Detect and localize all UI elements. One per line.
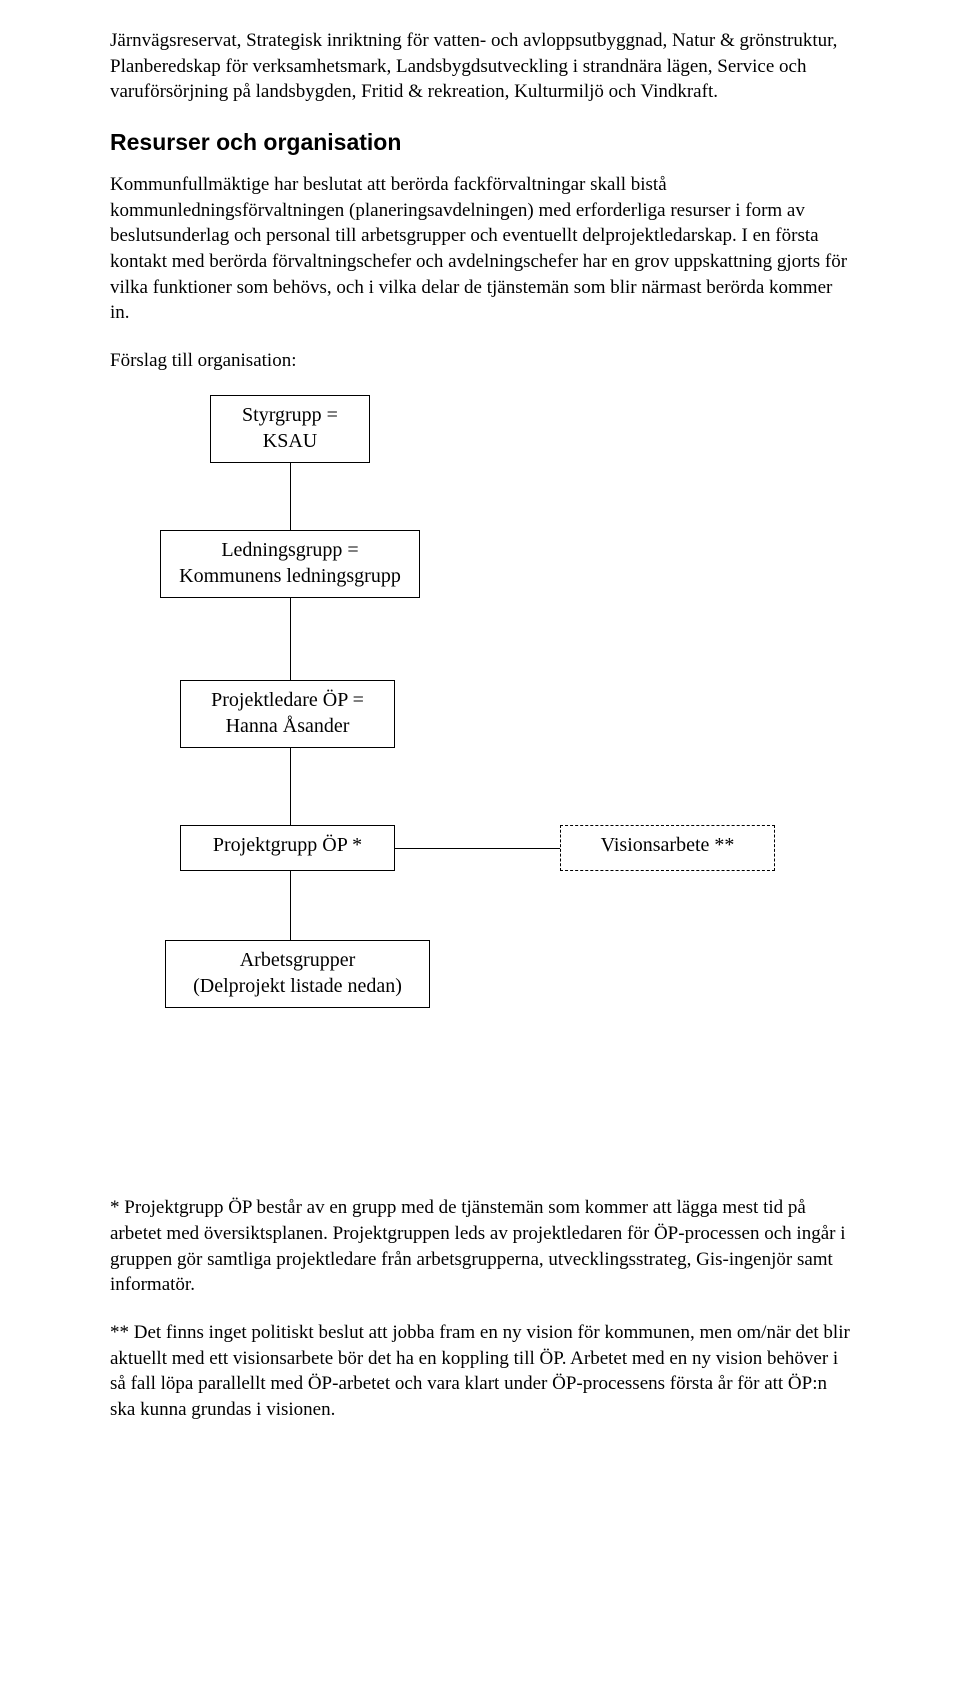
org-node-line: Ledningsgrupp = bbox=[171, 537, 409, 563]
org-node-projektgrupp: Projektgrupp ÖP * bbox=[180, 825, 395, 871]
footnote-2: ** Det finns inget politiskt beslut att … bbox=[110, 1320, 850, 1423]
org-node-line: (Delprojekt listade nedan) bbox=[176, 973, 419, 999]
org-node-styrgrupp: Styrgrupp =KSAU bbox=[210, 395, 370, 463]
org-node-line: Styrgrupp = bbox=[221, 402, 359, 428]
org-connector bbox=[290, 871, 291, 940]
org-node-line: Arbetsgrupper bbox=[176, 947, 419, 973]
org-node-line: KSAU bbox=[221, 428, 359, 454]
org-connector bbox=[290, 463, 291, 530]
org-node-line: Kommunens ledningsgrupp bbox=[171, 563, 409, 589]
org-node-arbetsgrupp: Arbetsgrupper(Delprojekt listade nedan) bbox=[165, 940, 430, 1008]
org-node-projektled: Projektledare ÖP =Hanna Åsander bbox=[180, 680, 395, 748]
org-connector bbox=[395, 848, 560, 849]
footnote-1: * Projektgrupp ÖP består av en grupp med… bbox=[110, 1195, 850, 1298]
org-connector bbox=[290, 598, 291, 680]
org-node-line: Hanna Åsander bbox=[191, 713, 384, 739]
proposal-label: Förslag till organisation: bbox=[110, 348, 850, 374]
org-node-line: Projektledare ÖP = bbox=[191, 687, 384, 713]
org-node-ledning: Ledningsgrupp =Kommunens ledningsgrupp bbox=[160, 530, 420, 598]
org-node-line: Projektgrupp ÖP * bbox=[191, 832, 384, 858]
org-node-line: Visionsarbete ** bbox=[571, 832, 764, 858]
body-paragraph: Kommunfullmäktige har beslutat att berör… bbox=[110, 172, 850, 326]
org-chart: Styrgrupp =KSAU Ledningsgrupp =Kommunens … bbox=[110, 395, 850, 1155]
org-node-vision: Visionsarbete ** bbox=[560, 825, 775, 871]
section-heading: Resurser och organisation bbox=[110, 127, 850, 158]
intro-paragraph: Järnvägsreservat, Strategisk inriktning … bbox=[110, 28, 850, 105]
org-connector bbox=[290, 748, 291, 825]
